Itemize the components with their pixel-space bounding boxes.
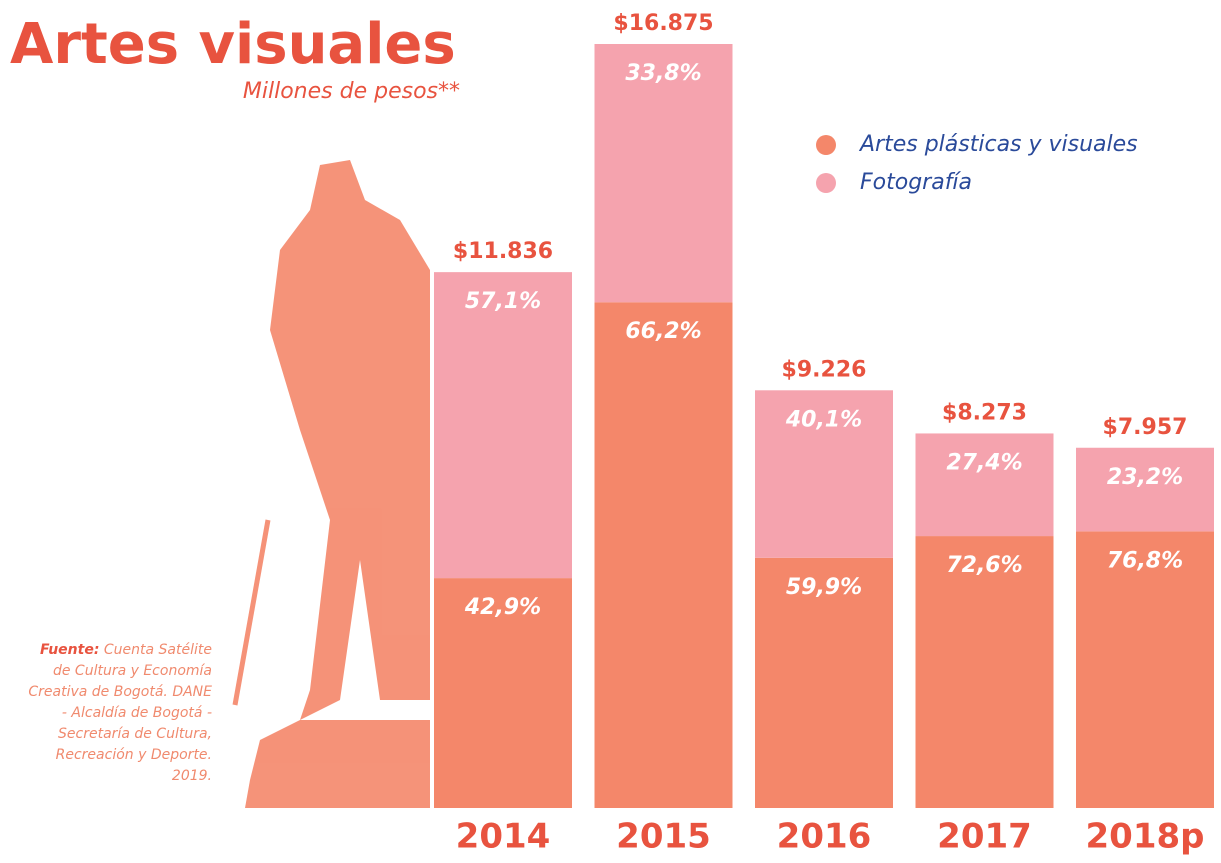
total-label: $8.273 [942, 400, 1027, 425]
bar-segment [915, 536, 1054, 808]
x-tick-label: 2018p [1086, 817, 1205, 857]
value-label: 76,8% [1107, 548, 1183, 573]
total-label: $11.836 [453, 239, 553, 264]
bar-segment [594, 44, 733, 303]
value-label: 42,9% [464, 595, 541, 620]
source-text: Cuenta Satélite de Cultura y Economía Cr… [28, 642, 212, 784]
legend-label: Artes plásticas y visuales [858, 132, 1138, 157]
value-label: 66,2% [625, 319, 701, 344]
x-tick-label: 2015 [616, 817, 711, 857]
bar-segment [1076, 531, 1214, 808]
legend-label: Fotografía [860, 170, 972, 195]
bar-segment [755, 390, 893, 558]
bar-segment [1076, 447, 1214, 532]
x-tick-label: 2017 [937, 817, 1032, 857]
x-tick-label: 2016 [777, 817, 872, 857]
statue [232, 160, 430, 808]
value-label: 40,1% [785, 407, 862, 432]
value-label: 27,4% [946, 450, 1022, 475]
total-label: $7.957 [1103, 415, 1188, 440]
total-label: $9.226 [782, 357, 867, 382]
total-label: $16.875 [613, 11, 713, 36]
legend-swatch [816, 173, 836, 193]
chart-title: Artes visuales [10, 12, 456, 77]
bar-segment [434, 272, 572, 579]
value-label: 57,1% [465, 289, 541, 314]
source-label: Fuente: [39, 642, 100, 658]
value-label: 59,9% [786, 575, 862, 600]
x-tick-label: 2014 [456, 817, 551, 857]
bar-segment [915, 433, 1054, 537]
bar-segment [755, 557, 893, 808]
value-label: 23,2% [1107, 465, 1183, 490]
source-note: Fuente: Cuenta Satélite de Cultura y Eco… [20, 640, 212, 787]
value-label: 33,8% [625, 61, 701, 86]
chart-subtitle: Millones de pesos** [243, 79, 460, 104]
value-label: 72,6% [946, 553, 1022, 578]
bar-segment [434, 578, 572, 808]
bar-segment [594, 302, 733, 808]
legend-swatch [816, 135, 836, 155]
